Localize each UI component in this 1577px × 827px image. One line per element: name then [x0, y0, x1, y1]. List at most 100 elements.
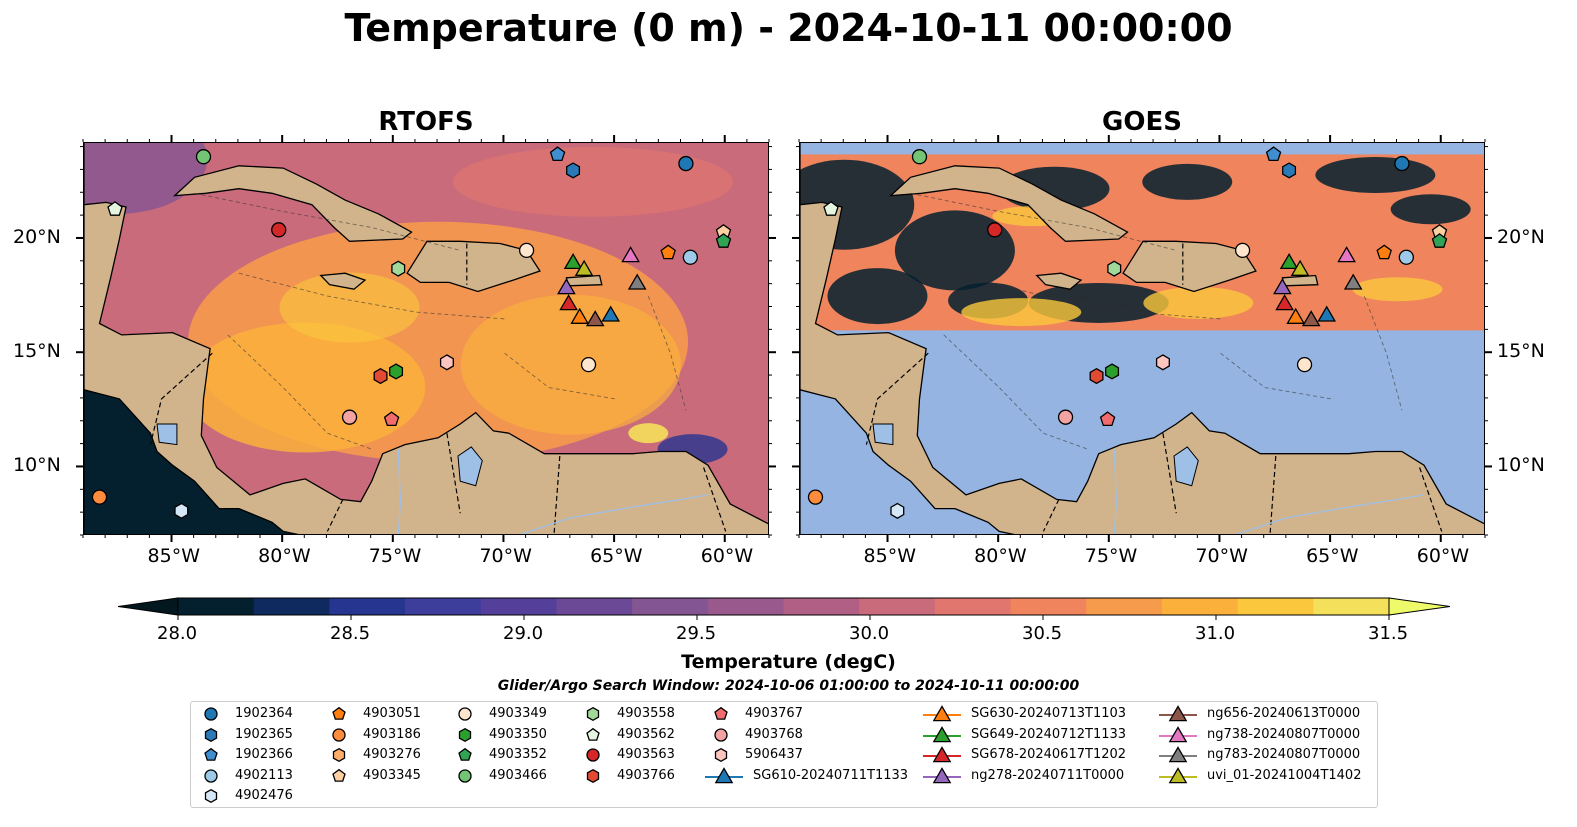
map-marker-ng738-20240807T0000 [621, 246, 640, 263]
legend-label: ng656-20240613T0000 [1207, 706, 1361, 721]
map-marker-ng656-20240613T0000 [585, 310, 605, 327]
legend-marker-shape [586, 768, 600, 783]
legend-marker [705, 766, 743, 783]
legend-label: 4903558 [617, 706, 675, 721]
rtofs-map-canvas [84, 143, 768, 534]
legend-marker-shape [1168, 766, 1188, 783]
legend-marker [1159, 725, 1197, 742]
map-marker-4903767 [383, 411, 400, 427]
map-marker-4903051 [1376, 244, 1392, 260]
map-marker-1902365 [1282, 162, 1297, 179]
map-marker-SG678-20240617T1202 [559, 294, 578, 311]
colorbar-tick-label: 31.0 [1195, 623, 1236, 644]
legend-marker [586, 748, 600, 762]
map-marker-4903558 [1107, 260, 1122, 277]
lon-tick-label: 60°W [700, 545, 754, 567]
lon-tick-label: 80°W [974, 545, 1027, 567]
colorbar-tick-label: 30.5 [1022, 623, 1063, 644]
legend-marker-shape [332, 768, 346, 782]
legend-marker [458, 747, 472, 761]
legend-marker-shape [458, 707, 472, 721]
map-marker-SG610-20240711T1133 [1317, 305, 1337, 322]
legend-marker [923, 746, 961, 763]
map-marker-4903563 [987, 222, 1003, 238]
legend-marker-shape [1168, 725, 1188, 742]
legend-label: 1902365 [235, 726, 293, 742]
lon-tick-label: 70°W [479, 545, 532, 567]
legend-label: SG649-20240712T1133 [971, 726, 1127, 742]
colorbar-tick-label: 28.5 [330, 623, 371, 644]
legend-label: 4903563 [617, 747, 675, 762]
map-marker-4903349 [518, 242, 535, 259]
colorbar-tick-label: 28.0 [157, 623, 198, 644]
goes-map [799, 142, 1485, 535]
legend-marker-shape [714, 766, 734, 783]
legend-marker [458, 727, 472, 742]
map-marker-4903766 [373, 367, 388, 385]
legend-marker [1159, 746, 1197, 763]
legend-marker [332, 747, 346, 763]
map-marker-ng783-20240807T0000 [1343, 273, 1363, 290]
legend-label: 4903276 [363, 747, 421, 762]
legend-marker-shape [714, 727, 728, 742]
map-marker-4903051 [660, 244, 676, 260]
legend-marker-shape [458, 727, 472, 742]
map-marker-4902476 [890, 502, 905, 519]
colorbar-label: Temperature (degC) [681, 651, 896, 673]
colorbar-tick-label: 30.0 [849, 623, 890, 644]
map-marker-4903768 [341, 409, 358, 425]
legend-marker [714, 727, 728, 742]
legend-marker [458, 768, 472, 783]
map-marker-5906437 [439, 354, 454, 371]
legend-label: 4903350 [489, 726, 547, 742]
legend-label: SG678-20240617T1202 [971, 747, 1127, 762]
legend-label: 4903466 [489, 767, 547, 783]
legend-label: 1902364 [235, 706, 293, 721]
legend-label: 4903186 [363, 726, 421, 742]
lat-tick-label: 10°N [1497, 454, 1545, 477]
legend-marker [332, 727, 346, 742]
map-marker-ng278-20240711T0000 [1273, 278, 1292, 295]
legend-marker-shape [458, 768, 472, 783]
lon-tick-label: 65°W [590, 545, 643, 567]
colorbar-tick-label: 29.0 [503, 623, 544, 644]
map-marker-1902364 [1394, 155, 1410, 172]
legend-marker [586, 706, 600, 722]
map-marker-4903558 [391, 260, 406, 277]
legend-marker [714, 747, 728, 763]
map-marker-4903563 [271, 222, 287, 238]
map-marker-4903768 [1057, 409, 1074, 425]
map-marker-4903350 [1105, 363, 1120, 380]
legend-marker-shape [932, 705, 952, 722]
legend-marker-shape [204, 707, 218, 721]
legend-marker [204, 788, 218, 804]
lon-tick-label: 65°W [1306, 545, 1359, 567]
legend-marker-shape [332, 706, 346, 720]
legend-label: 1902366 [235, 747, 293, 762]
legend-marker-shape [458, 747, 472, 761]
legend-marker-shape [586, 706, 600, 722]
legend-marker [1159, 766, 1197, 783]
legend-marker-shape [204, 788, 218, 804]
map-marker-4903349 [1234, 242, 1251, 259]
legend-marker-shape [586, 727, 600, 741]
legend-marker-shape [932, 746, 952, 763]
map-marker-4902476 [174, 502, 189, 519]
map-marker-SG649-20240712T1133 [1279, 253, 1299, 270]
map-marker-4903562 [823, 201, 839, 216]
legend-label: 5906437 [745, 747, 803, 762]
lon-tick-label: 75°W [368, 545, 422, 567]
map-marker-SG630-20240713T1103 [1286, 307, 1306, 324]
lat-tick-label: 15°N [13, 340, 61, 363]
legend-label: SG610-20240711T1133 [753, 767, 909, 783]
map-marker-5906437 [1155, 354, 1170, 371]
lon-tick-label: 75°W [1084, 545, 1138, 567]
lon-tick-label: 80°W [258, 545, 311, 567]
colorbar [117, 597, 1451, 620]
legend-marker-shape [1168, 705, 1188, 722]
lon-tick-label: 85°W [147, 545, 200, 567]
legend-marker-shape [1168, 746, 1188, 763]
map-marker-SG630-20240713T1103 [570, 307, 590, 324]
lat-tick-label: 20°N [1497, 225, 1545, 248]
goes-map-canvas [800, 143, 1484, 534]
